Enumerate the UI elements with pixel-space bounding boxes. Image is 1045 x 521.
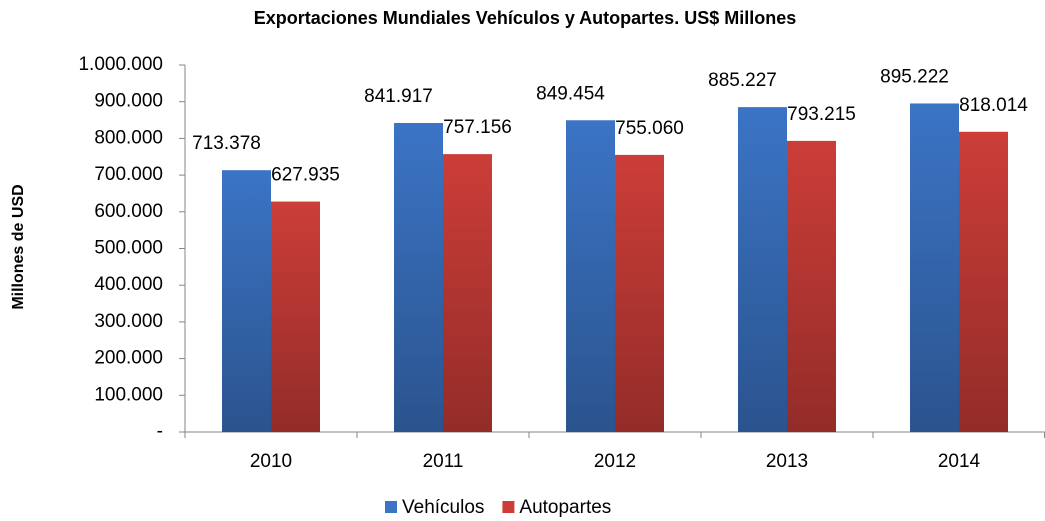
bar — [787, 140, 836, 433]
y-tick-label: 900.000 — [94, 91, 163, 112]
data-label: 841.917 — [364, 86, 433, 107]
y-tick-label: 300.000 — [94, 311, 163, 332]
y-tick-label: 400.000 — [94, 274, 163, 295]
y-tick-label: 700.000 — [94, 164, 163, 185]
legend-label: Autopartes — [519, 497, 611, 518]
bar — [271, 201, 320, 432]
y-tick-label: - — [157, 421, 163, 442]
bar — [394, 123, 443, 432]
legend-label: Vehículos — [402, 497, 484, 518]
x-tick-label: 2013 — [766, 451, 808, 472]
bar — [566, 120, 615, 433]
data-label: 755.060 — [615, 118, 684, 139]
y-tick-label: 800.000 — [94, 127, 163, 148]
data-label: 793.215 — [787, 104, 856, 125]
data-label: 895.222 — [880, 66, 949, 87]
y-axis-label: Millones de USD — [10, 184, 27, 309]
bar — [910, 103, 959, 433]
data-label: 627.935 — [271, 165, 340, 186]
data-label: 757.156 — [443, 117, 512, 138]
data-label: 885.227 — [708, 70, 777, 91]
data-label: 849.454 — [536, 83, 605, 104]
y-tick-label: 200.000 — [94, 348, 163, 369]
bar — [738, 107, 787, 432]
y-tick-label: 500.000 — [94, 238, 163, 259]
bar — [615, 154, 664, 432]
y-tick-label: 1.000.000 — [78, 54, 163, 75]
data-label: 713.378 — [192, 133, 261, 154]
x-tick-label: 2011 — [423, 451, 464, 472]
legend-swatch — [502, 501, 515, 513]
x-tick-label: 2010 — [250, 451, 292, 472]
bar — [959, 131, 1008, 432]
y-tick-label: 600.000 — [94, 201, 163, 222]
x-tick-label: 2012 — [594, 451, 636, 472]
x-tick-label: 2014 — [938, 451, 981, 472]
y-tick-label: 100.000 — [94, 384, 163, 405]
data-label: 818.014 — [959, 95, 1028, 116]
bar — [222, 170, 271, 432]
bar — [443, 154, 492, 432]
legend-swatch — [385, 501, 397, 513]
chart-title: Exportaciones Mundiales Vehículos y Auto… — [254, 8, 796, 28]
